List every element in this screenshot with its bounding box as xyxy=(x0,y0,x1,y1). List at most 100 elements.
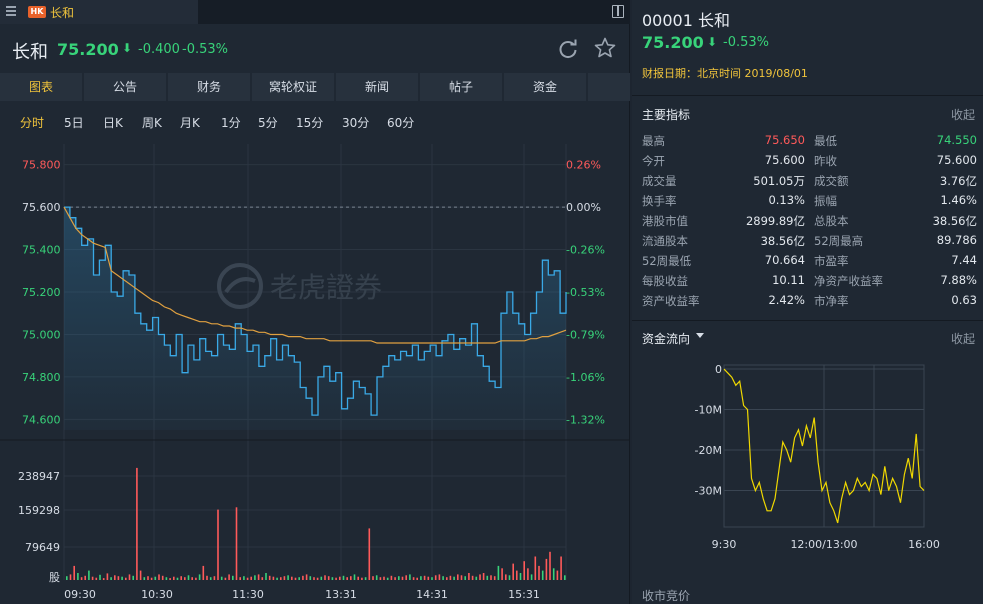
metric-label: 市净率 xyxy=(814,294,849,308)
metric-label: 成交量 xyxy=(642,174,677,188)
volume-bar xyxy=(268,575,271,580)
period-6[interactable]: 5分 xyxy=(258,116,278,130)
metric-value: 75.600 xyxy=(936,153,977,167)
metric-label: 资产收益率 xyxy=(642,294,700,308)
metric-value: 501.05万 xyxy=(753,174,805,188)
volume-bar xyxy=(552,568,555,580)
volume-bar xyxy=(564,575,566,580)
metric-value: 3.76亿 xyxy=(939,174,977,188)
chevron-down-icon[interactable] xyxy=(696,333,704,338)
volume-bar xyxy=(143,577,146,580)
volume-bar xyxy=(479,574,481,580)
metric-value: 75.650 xyxy=(764,133,805,147)
volume-bar xyxy=(490,575,492,580)
price-line xyxy=(64,206,567,416)
period-1[interactable]: 5日 xyxy=(64,116,84,130)
capital-flow-title[interactable]: 资金流向 xyxy=(642,332,691,346)
volume-bar xyxy=(339,576,341,580)
volume-bar xyxy=(416,577,418,580)
volume-bar xyxy=(372,576,374,580)
volume-bar xyxy=(390,575,393,580)
volume-bar xyxy=(309,576,312,580)
volume-bar xyxy=(176,577,179,580)
volume-bar xyxy=(560,556,562,580)
volume-bar xyxy=(409,574,411,580)
tab-1[interactable]: 公告 xyxy=(84,73,166,101)
metric-value: 0.63 xyxy=(951,293,977,307)
pct-axis-label: -1.06% xyxy=(566,371,605,384)
tab-3[interactable]: 窝轮权证 xyxy=(252,73,334,101)
period-selector: 分时 5日 日K 周K 月K 1分 5分 15分 30分 60分 xyxy=(0,110,630,132)
tab-6[interactable]: 资金 xyxy=(504,73,586,101)
volume-bar xyxy=(180,576,182,580)
price-change: -0.400 xyxy=(138,42,180,57)
volume-bar xyxy=(457,574,459,580)
refresh-icon[interactable] xyxy=(557,38,579,60)
volume-bar xyxy=(346,577,348,580)
favorite-star-icon[interactable] xyxy=(593,36,617,60)
period-3[interactable]: 周K xyxy=(142,116,162,130)
tab-label: 长和 xyxy=(50,6,75,20)
volume-bar xyxy=(217,509,219,580)
volume-bar xyxy=(298,577,300,580)
tab-5[interactable]: 帖子 xyxy=(420,73,502,101)
metric-row: 成交量 501.05万 成交额 3.76亿 xyxy=(642,171,977,191)
stock-tab[interactable]: HK 长和 xyxy=(0,0,198,24)
volume-bar xyxy=(464,576,466,580)
volume-bar xyxy=(147,576,149,580)
collapse-metrics-button[interactable]: 收起 xyxy=(950,108,975,122)
metric-label: 今开 xyxy=(642,154,665,168)
volume-axis-label: 238947 xyxy=(18,470,60,483)
volume-bar xyxy=(243,576,245,580)
flow-y-label: -30M xyxy=(695,485,722,498)
volume-bar xyxy=(272,576,275,580)
metric-row: 流通股本 38.56亿 52周最高 89.786 xyxy=(642,231,977,251)
metric-row: 每股收益 10.11 净资产收益率 7.88% xyxy=(642,271,977,291)
period-9[interactable]: 60分 xyxy=(387,116,415,130)
volume-bar xyxy=(184,577,186,580)
menu-icon[interactable] xyxy=(6,6,16,16)
metric-value: 2.42% xyxy=(768,293,805,307)
volume-bar xyxy=(80,577,83,580)
period-7[interactable]: 15分 xyxy=(296,116,324,130)
panel-toggle-icon[interactable] xyxy=(612,5,624,18)
volume-bar xyxy=(497,565,500,580)
market-badge: HK xyxy=(28,6,46,18)
volume-bar xyxy=(246,577,249,580)
y-axis-label: 75.600 xyxy=(22,201,61,214)
volume-bar xyxy=(493,576,496,580)
tab-more[interactable] xyxy=(588,73,630,101)
detail-panel: 00001 长和 75.200 ⬇ -0.53% 财报日期：北京时间 2019/… xyxy=(632,0,983,604)
volume-bar xyxy=(541,570,544,580)
volume-bar xyxy=(486,575,489,580)
period-0[interactable]: 分时 xyxy=(20,116,45,130)
period-8[interactable]: 30分 xyxy=(342,116,370,130)
volume-axis-label: 159298 xyxy=(18,504,60,517)
volume-bar xyxy=(261,577,264,580)
period-2[interactable]: 日K xyxy=(103,116,123,130)
volume-bar xyxy=(232,575,234,580)
volume-bar xyxy=(379,577,382,580)
volume-bar xyxy=(165,577,168,580)
section-tabs: 图表 公告 财务 窝轮权证 新闻 帖子 资金 xyxy=(0,73,630,103)
volume-bar xyxy=(154,576,157,580)
tab-0[interactable]: 图表 xyxy=(0,73,82,101)
metric-row: 今开 75.600 昨收 75.600 xyxy=(642,151,977,171)
period-4[interactable]: 月K xyxy=(180,116,200,130)
metric-value: 0.13% xyxy=(768,193,805,207)
metric-label: 成交额 xyxy=(814,174,849,188)
volume-bar xyxy=(449,575,452,580)
intraday-chart[interactable]: 老虎證券 75.800 75.600 75.400 75.200 75.000 74.80… xyxy=(0,134,630,604)
metric-value: 89.786 xyxy=(936,233,977,247)
pct-axis-label: -0.53% xyxy=(566,286,605,299)
tab-2[interactable]: 财务 xyxy=(168,73,250,101)
volume-bar xyxy=(383,576,385,580)
tab-4[interactable]: 新闻 xyxy=(336,73,418,101)
collapse-flow-button[interactable]: 收起 xyxy=(950,332,975,346)
volume-bar xyxy=(468,573,470,580)
volume-bar xyxy=(549,551,551,580)
x-axis-label: 11:30 xyxy=(232,588,264,601)
watermark: 老虎證券 xyxy=(217,263,382,309)
period-5[interactable]: 1分 xyxy=(221,116,241,130)
volume-bar xyxy=(434,575,437,580)
